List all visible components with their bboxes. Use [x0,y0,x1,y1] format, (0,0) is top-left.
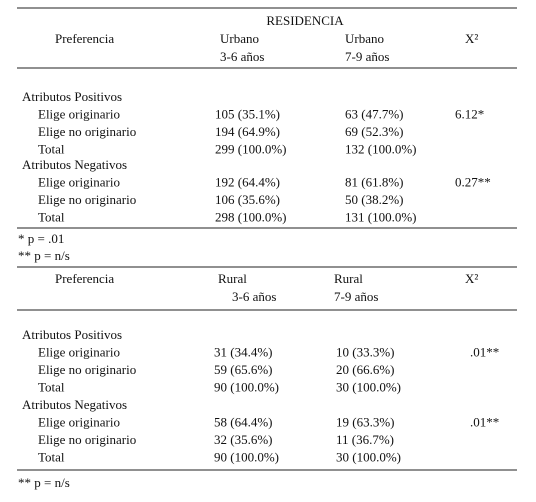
footnote: * p = .01 [18,231,64,246]
header-cell: 3-6 años [220,49,264,64]
cell: .01** [470,414,499,429]
group-label: Atributos Negativos [22,397,127,412]
group-label: Atributos Positivos [22,89,122,104]
group-label: Atributos Negativos [22,157,127,172]
row-label: Total [38,209,65,224]
cell: 63 (47.7%) [345,106,404,121]
cell: 81 (61.8%) [345,174,404,189]
title: RESIDENCIA [266,13,344,28]
row-label: Elige originario [38,414,120,429]
cell: 59 (65.6%) [214,362,273,377]
header-cell: 3-6 años [232,289,276,304]
row-label: Elige originario [38,174,120,189]
footnote: ** p = n/s [18,248,70,263]
cell: 298 (100.0%) [215,209,287,224]
footnote: ** p = n/s [18,475,70,490]
header-cell: Urbano [220,31,259,46]
header-cell: Urbano [345,31,384,46]
header-cell: Preferencia [55,271,114,286]
cell: 106 (35.6%) [215,192,280,207]
cell: 31 (34.4%) [214,344,273,359]
cell: 50 (38.2%) [345,192,404,207]
row-label: Elige no originario [38,432,136,447]
cell: 11 (36.7%) [336,432,394,447]
row-label: Elige no originario [38,192,136,207]
cell: 192 (64.4%) [215,174,280,189]
cell: 69 (52.3%) [345,124,404,139]
row-label: Elige no originario [38,362,136,377]
header-cell: 7-9 años [345,49,389,64]
cell: 0.27** [455,174,491,189]
cell: .01** [470,344,499,359]
cell: 6.12* [455,106,484,121]
header-cell: X² [465,271,478,286]
cell: 90 (100.0%) [214,379,279,394]
cell: 32 (35.6%) [214,432,273,447]
cell: 132 (100.0%) [345,141,417,156]
cell: 131 (100.0%) [345,209,417,224]
cell: 20 (66.6%) [336,362,395,377]
cell: 90 (100.0%) [214,449,279,464]
cell: 58 (64.4%) [214,414,273,429]
header-cell: 7-9 años [334,289,378,304]
cell: 299 (100.0%) [215,141,287,156]
cell: 10 (33.3%) [336,344,395,359]
header-cell: Rural [334,271,363,286]
group-label: Atributos Positivos [22,327,122,342]
header-cell: X² [465,31,478,46]
row-label: Elige no originario [38,124,136,139]
cell: 105 (35.1%) [215,106,280,121]
row-label: Total [38,449,65,464]
row-label: Elige originario [38,106,120,121]
row-label: Total [38,141,65,156]
header-cell: Preferencia [55,31,114,46]
row-label: Total [38,379,65,394]
cell: 30 (100.0%) [336,449,401,464]
cell: 30 (100.0%) [336,379,401,394]
row-label: Elige originario [38,344,120,359]
cell: 194 (64.9%) [215,124,280,139]
header-cell: Rural [218,271,247,286]
cell: 19 (63.3%) [336,414,395,429]
